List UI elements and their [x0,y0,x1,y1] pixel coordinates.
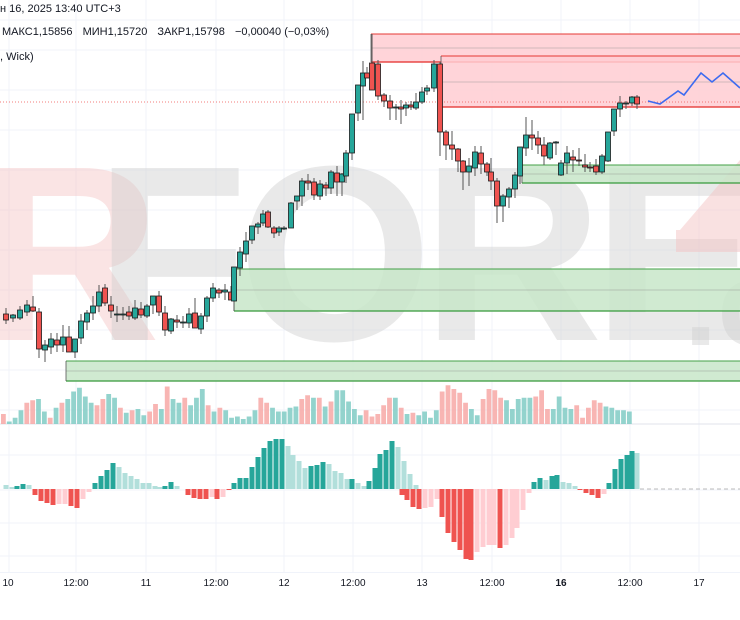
chart-date-line: н 16, 2025 13:40 UTC+3 [0,3,121,15]
time-axis-label: 12:00 [479,578,505,589]
ohlc-high: МАКС1,15856 [2,26,73,38]
ohlc-close: ЗАКР1,15798 [157,26,225,38]
time-axis-label: 12 [278,578,290,589]
candlesticks [3,34,640,362]
time-axis-label: 12:00 [340,578,366,589]
ohlc-change: −0,00040 (−0,03%) [234,26,330,38]
ohlc-legend: МАКС1,15856 МИН1,15720 ЗАКР1,15798 −0,00… [2,26,336,38]
svg-text:R: R [0,114,156,393]
price-zones [0,33,740,382]
svg-text:FOREX: FOREX [95,114,740,393]
time-axis-label: 12:00 [203,578,229,589]
time-axis[interactable]: 10 12:00 11 12:00 12 12:00 13 12:00 16 12:00 17 [0,572,740,595]
time-axis-label: 17 [693,578,705,589]
time-axis-label: 11 [140,578,152,589]
ohlc-low: МИН1,15720 [82,26,148,38]
volume-bars [1,385,632,424]
watermark-logo: RFOREX.c [0,114,740,393]
time-axis-label: 12:00 [617,578,643,589]
bottom-blank [0,594,740,620]
indicator-legend[interactable]: , Wick) [0,51,34,63]
chart-canvas[interactable]: RFOREX.c [0,0,740,594]
momentum-histogram [3,439,740,560]
time-axis-label: 10 [2,578,14,589]
time-axis-label: 16 [555,578,567,589]
time-axis-label: 13 [416,578,428,589]
projection-line [647,71,740,105]
time-axis-label: 12:00 [63,578,89,589]
